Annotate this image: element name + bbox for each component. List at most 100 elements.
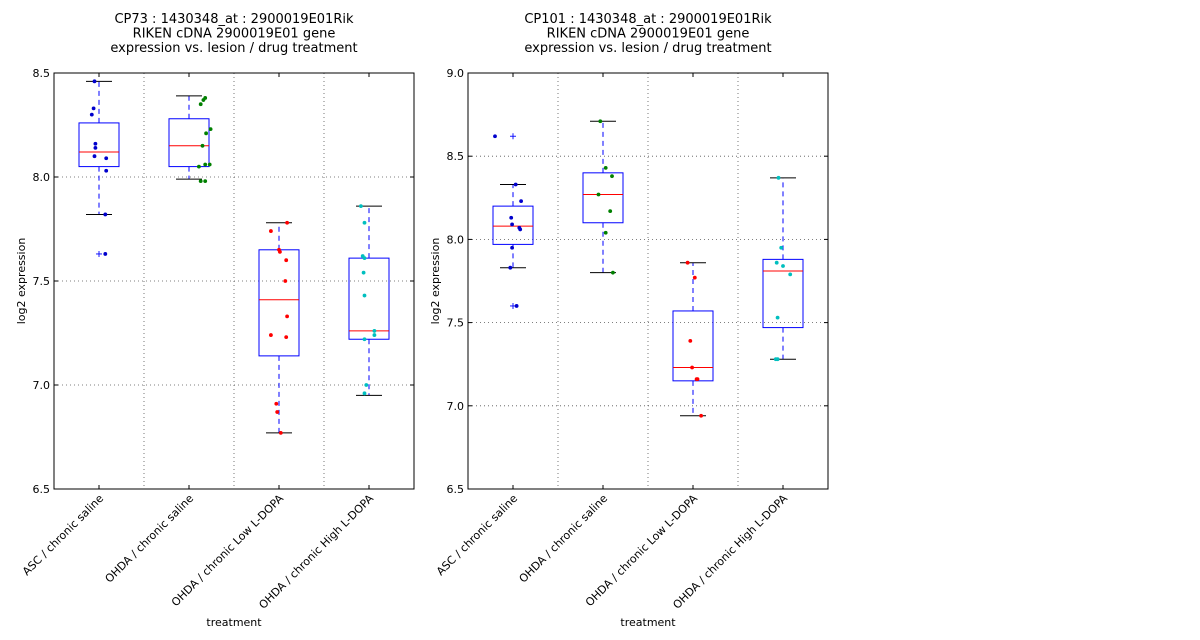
box-2 bbox=[582, 120, 624, 274]
data-point bbox=[104, 156, 109, 161]
data-point bbox=[779, 245, 784, 250]
y-tick-label: 6.5 bbox=[447, 483, 465, 496]
data-point bbox=[510, 222, 514, 227]
y-tick-label: 7.5 bbox=[33, 275, 51, 288]
data-point bbox=[493, 134, 497, 139]
data-point bbox=[775, 315, 780, 320]
y-tick-label: 7.0 bbox=[33, 379, 51, 392]
data-point bbox=[514, 304, 519, 308]
box-iqr bbox=[762, 258, 804, 329]
data-point bbox=[200, 143, 205, 148]
data-point bbox=[688, 339, 693, 343]
data-point bbox=[197, 164, 201, 169]
y-axis-label: log2 expression bbox=[15, 238, 28, 325]
data-point bbox=[361, 270, 366, 275]
data-point bbox=[611, 270, 615, 275]
box-3 bbox=[672, 262, 714, 417]
data-point bbox=[610, 174, 614, 179]
box-3 bbox=[258, 222, 300, 434]
data-point bbox=[91, 106, 96, 111]
data-point bbox=[362, 293, 367, 298]
chart-title-line: CP101 : 1430348_at : 2900019E01Rik bbox=[524, 12, 772, 27]
data-point bbox=[364, 383, 369, 387]
data-point bbox=[283, 279, 288, 283]
data-point bbox=[198, 179, 203, 184]
data-point bbox=[372, 333, 377, 337]
box-4 bbox=[762, 177, 804, 360]
data-point bbox=[519, 199, 523, 204]
chart-title-line: RIKEN cDNA 2900019E01 gene bbox=[133, 27, 336, 42]
box-iqr bbox=[78, 122, 120, 168]
data-point bbox=[103, 212, 108, 217]
data-point bbox=[362, 220, 367, 225]
box-iqr bbox=[582, 172, 624, 224]
data-point bbox=[285, 314, 289, 319]
data-point bbox=[269, 229, 273, 233]
y-tick-label: 7.5 bbox=[447, 317, 465, 330]
chart-panel-2: CP101 : 1430348_at : 2900019E01RikRIKEN … bbox=[429, 12, 829, 629]
data-point bbox=[92, 79, 97, 84]
data-point bbox=[685, 260, 690, 265]
data-point bbox=[103, 252, 108, 256]
data-point bbox=[372, 329, 377, 333]
data-point bbox=[699, 413, 703, 418]
data-point bbox=[284, 258, 289, 263]
data-point bbox=[513, 182, 518, 187]
data-point bbox=[269, 333, 273, 337]
data-point bbox=[89, 112, 94, 117]
data-point bbox=[510, 245, 514, 250]
chart-title-line: expression vs. lesion / drug treatment bbox=[524, 41, 771, 56]
data-point bbox=[285, 220, 289, 225]
data-point bbox=[278, 430, 283, 435]
data-point bbox=[603, 165, 608, 170]
y-tick-label: 7.0 bbox=[447, 400, 465, 413]
x-axis-label: treatment bbox=[206, 616, 262, 629]
y-tick-label: 8.5 bbox=[33, 67, 51, 80]
data-point bbox=[203, 179, 208, 184]
data-point bbox=[203, 162, 208, 167]
x-tick-label: ASC / chronic saline bbox=[20, 492, 106, 578]
data-point bbox=[775, 357, 780, 362]
data-point bbox=[204, 131, 209, 136]
plot-frame bbox=[467, 72, 829, 490]
data-point bbox=[603, 230, 608, 235]
data-point bbox=[93, 141, 98, 146]
box-iqr bbox=[672, 310, 714, 382]
data-point bbox=[776, 175, 781, 180]
data-point bbox=[508, 265, 513, 270]
x-tick-label: OHDA / chronic saline bbox=[103, 492, 197, 586]
chart-title-line: expression vs. lesion / drug treatment bbox=[110, 41, 357, 56]
data-point bbox=[608, 209, 613, 214]
y-tick-label: 8.0 bbox=[447, 233, 465, 246]
chart-title-line: RIKEN cDNA 2900019E01 gene bbox=[547, 27, 750, 42]
box-2 bbox=[168, 95, 210, 180]
data-point bbox=[774, 260, 779, 265]
box-1 bbox=[78, 80, 120, 257]
chart-title-line: CP73 : 1430348_at : 2900019E01Rik bbox=[114, 12, 354, 27]
data-point bbox=[359, 204, 363, 209]
box-iqr bbox=[492, 205, 534, 245]
x-tick-label: ASC / chronic saline bbox=[434, 492, 520, 578]
box-1 bbox=[492, 133, 534, 309]
data-point bbox=[518, 227, 523, 232]
data-point bbox=[207, 162, 212, 167]
data-point bbox=[93, 145, 98, 150]
data-point bbox=[362, 256, 367, 261]
data-point bbox=[695, 377, 700, 382]
y-tick-label: 8.0 bbox=[33, 171, 51, 184]
data-point bbox=[690, 365, 694, 370]
data-point bbox=[104, 168, 109, 173]
x-axis-label: treatment bbox=[620, 616, 676, 629]
y-tick-label: 9.0 bbox=[447, 67, 465, 80]
data-point bbox=[596, 192, 601, 197]
box-iqr bbox=[168, 118, 210, 168]
y-tick-label: 6.5 bbox=[33, 483, 51, 496]
data-point bbox=[198, 102, 203, 107]
y-tick-label: 8.5 bbox=[447, 150, 465, 163]
data-point bbox=[692, 275, 697, 280]
data-point bbox=[92, 154, 97, 159]
box-iqr bbox=[348, 257, 390, 340]
data-point bbox=[274, 401, 279, 406]
